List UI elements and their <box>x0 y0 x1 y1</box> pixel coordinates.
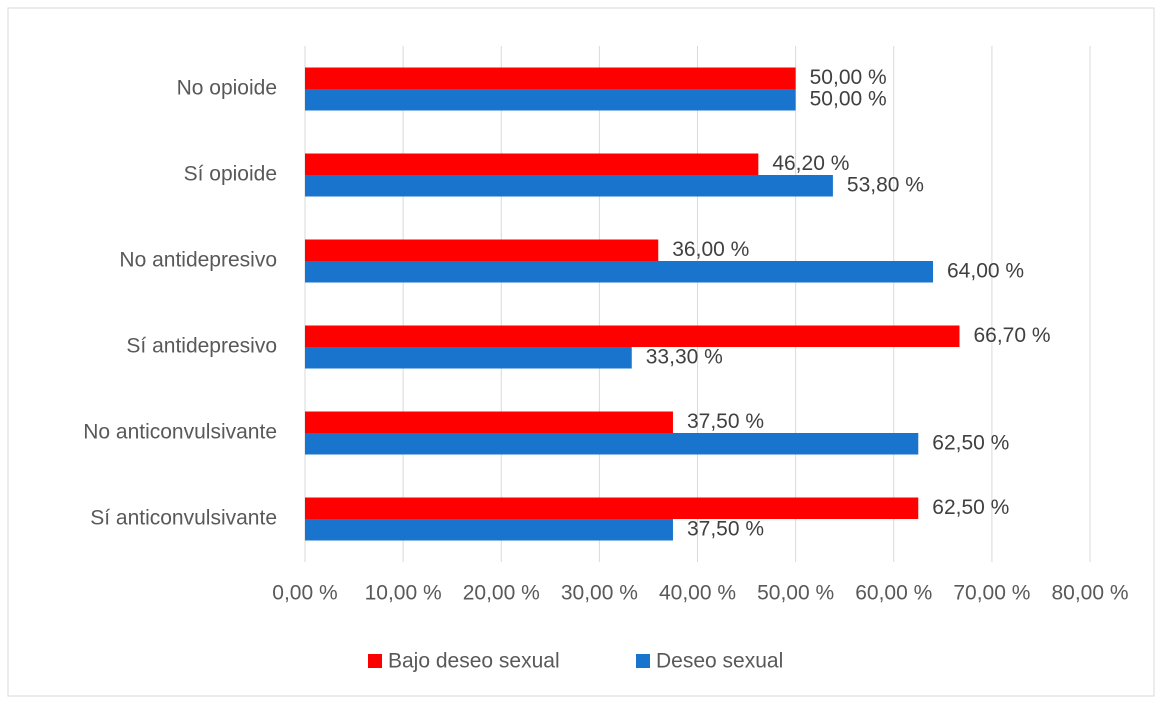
y-tick-label: Sí anticonvulsivante <box>90 507 277 530</box>
value-label: 33,30 % <box>646 345 723 368</box>
y-tick-label: No anticonvulsivante <box>83 421 277 444</box>
x-tick-label: 50,00 % <box>757 582 834 605</box>
y-tick-label: Sí opioide <box>184 163 277 186</box>
value-label: 46,20 % <box>772 152 849 175</box>
bar <box>305 411 673 433</box>
value-label: 62,50 % <box>932 496 1009 519</box>
value-label: 62,50 % <box>932 431 1009 454</box>
x-tick-label: 80,00 % <box>1051 582 1128 605</box>
value-label: 37,50 % <box>687 410 764 433</box>
y-tick-label: Sí antidepresivo <box>126 335 277 358</box>
bar <box>305 175 833 197</box>
bar <box>305 89 796 111</box>
bar <box>305 153 759 175</box>
value-label: 53,80 % <box>847 173 924 196</box>
legend-label: Bajo deseo sexual <box>388 650 560 673</box>
value-label: 36,00 % <box>672 238 749 261</box>
x-tick-label: 60,00 % <box>855 582 932 605</box>
value-label: 50,00 % <box>810 87 887 110</box>
legend-label: Deseo sexual <box>656 650 783 673</box>
legend-swatch <box>368 654 382 668</box>
bar <box>305 433 919 455</box>
bar <box>305 347 632 369</box>
y-tick-label: No opioide <box>177 77 277 100</box>
x-tick-label: 40,00 % <box>659 582 736 605</box>
x-tick-label: 30,00 % <box>561 582 638 605</box>
value-label: 66,70 % <box>973 324 1050 347</box>
x-tick-label: 20,00 % <box>463 582 540 605</box>
bar <box>305 325 960 347</box>
value-label: 37,50 % <box>687 517 764 540</box>
x-tick-label: 0,00 % <box>272 582 337 605</box>
legend-swatch <box>636 654 650 668</box>
y-tick-label: No antidepresivo <box>119 249 277 272</box>
x-tick-label: 70,00 % <box>953 582 1030 605</box>
x-tick-label: 10,00 % <box>365 582 442 605</box>
bar <box>305 261 933 283</box>
bar <box>305 67 796 89</box>
bar <box>305 239 659 261</box>
value-label: 64,00 % <box>947 259 1024 282</box>
bar <box>305 519 673 541</box>
value-label: 50,00 % <box>810 66 887 89</box>
bar <box>305 497 919 519</box>
